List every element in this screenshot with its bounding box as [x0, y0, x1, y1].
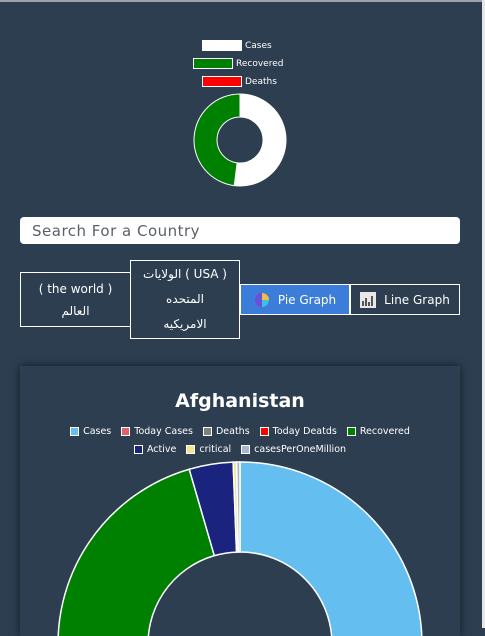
- legend-swatch: [202, 76, 242, 87]
- legend-item-today-deaths[interactable]: Today Deatds: [259, 426, 337, 437]
- legend-swatch: [70, 427, 80, 436]
- legend-label: Deaths: [245, 76, 277, 87]
- legend-swatch: [259, 427, 269, 436]
- legend-label: Recovered: [359, 426, 410, 437]
- usa-button-label-2: المتحده: [166, 292, 204, 306]
- top-border: [0, 0, 485, 2]
- country-title: Afghanistan: [175, 390, 305, 412]
- usa-button-label-3: الامريكيه: [163, 317, 207, 331]
- usa-button[interactable]: الولايات ( USA ) المتحده الامريكيه: [130, 260, 240, 339]
- legend-label: Today Deatds: [272, 426, 337, 437]
- legend-label: critical: [199, 444, 232, 455]
- legend-item-deaths[interactable]: Deaths: [202, 426, 250, 437]
- pie-chart-icon: [254, 292, 269, 307]
- country-legend: Cases Today Cases Deaths Today Deatds Re…: [20, 426, 460, 455]
- world-button-label-ar: العالم: [61, 303, 90, 318]
- legend-swatch: [133, 445, 143, 454]
- legend-item-active[interactable]: Active: [133, 444, 177, 455]
- legend-label: Deaths: [215, 426, 250, 437]
- legend-label: Recovered: [236, 58, 284, 69]
- legend-swatch: [193, 58, 233, 69]
- legend-item-cases-per-million[interactable]: casesPerOneMillion: [241, 444, 346, 455]
- bar-chart-icon: [360, 291, 377, 308]
- legend-item-today-cases[interactable]: Today Cases: [121, 426, 193, 437]
- scrollbar[interactable]: [482, 0, 485, 628]
- country-donut-chart: [57, 461, 423, 636]
- pie-graph-button[interactable]: Pie Graph: [240, 284, 350, 315]
- pie-slice-cases[interactable]: [233, 93, 287, 187]
- legend-item-deaths[interactable]: Deaths: [202, 76, 277, 87]
- line-graph-label: Line Graph: [384, 292, 450, 307]
- legend-swatch: [121, 427, 131, 436]
- pie-slice-recovered[interactable]: [193, 93, 241, 187]
- legend-swatch: [346, 427, 356, 436]
- legend-item-recovered[interactable]: Recovered: [346, 426, 410, 437]
- legend-swatch: [202, 40, 242, 51]
- global-donut-chart: [193, 93, 287, 187]
- world-button-label-en: ( the world ): [38, 281, 113, 296]
- legend-label: Active: [146, 444, 177, 455]
- pie-graph-label: Pie Graph: [277, 292, 337, 307]
- pie-slice-casesperonemillion[interactable]: [235, 461, 241, 553]
- pie-slice-recovered[interactable]: [57, 468, 234, 636]
- legend-item-critical[interactable]: critical: [186, 444, 231, 455]
- legend-label: Cases: [83, 426, 112, 437]
- world-button[interactable]: ( the world ) العالم: [20, 272, 131, 327]
- legend-label: Cases: [245, 40, 272, 51]
- line-graph-button[interactable]: Line Graph: [350, 284, 460, 315]
- legend-label: casesPerOneMillion: [254, 444, 347, 455]
- pie-slice-cases[interactable]: [239, 461, 423, 636]
- legend-label: Today Cases: [134, 426, 193, 437]
- legend-item-recovered[interactable]: Recovered: [193, 58, 283, 69]
- legend-swatch: [241, 445, 251, 454]
- usa-button-label-1: الولايات ( USA ): [143, 267, 227, 281]
- country-chart-card: Afghanistan Cases Today Cases Deaths Tod…: [20, 366, 460, 636]
- legend-item-cases[interactable]: Cases: [70, 426, 111, 437]
- search-input[interactable]: [20, 217, 460, 244]
- legend-item-cases[interactable]: Cases: [202, 40, 272, 51]
- legend-swatch: [186, 445, 196, 454]
- legend-swatch: [202, 427, 212, 436]
